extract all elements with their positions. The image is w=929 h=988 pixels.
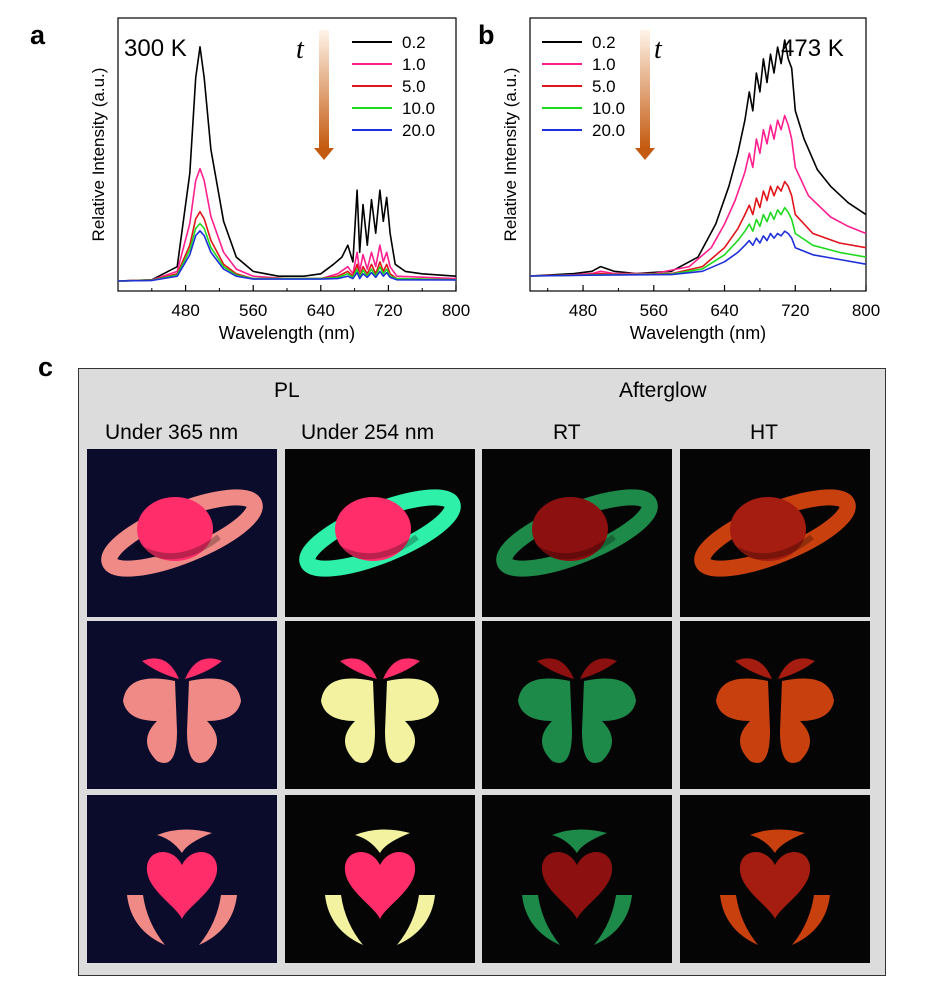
legend-label: 0.2: [592, 33, 616, 52]
legend-label: 1.0: [592, 55, 616, 74]
legend-label: 5.0: [592, 77, 616, 96]
x-tick-label: 800: [852, 301, 880, 320]
x-tick-label: 800: [442, 301, 470, 320]
photo-heart-rt: [482, 795, 672, 963]
x-tick-label: 480: [569, 301, 597, 320]
series-line-20.0: [117, 230, 457, 282]
column-header-ht: HT: [750, 421, 778, 444]
photo-planet-rt: [482, 449, 672, 617]
series-line-5.0: [529, 180, 867, 277]
series-line-10.0: [529, 206, 867, 277]
temperature-annotation: 473 K: [781, 35, 844, 62]
x-tick-label: 480: [171, 301, 199, 320]
x-tick-label: 640: [307, 301, 335, 320]
x-axis-label: Wavelength (nm): [630, 323, 766, 343]
group-header-afterglow: Afterglow: [619, 379, 707, 402]
panel-label-c: c: [38, 352, 54, 382]
group-header-pl: PL: [274, 379, 300, 402]
series-line-0.2: [117, 46, 457, 282]
y-axis-label: Relative Intensity (a.u.): [501, 68, 520, 242]
series-line-0.2: [529, 39, 867, 277]
legend-label: 5.0: [402, 77, 426, 96]
panel-label-a: a: [30, 20, 46, 50]
legend-label: 20.0: [592, 121, 625, 140]
photo-butterfly-rt: [482, 621, 672, 789]
photo-heart-under-254-nm: [285, 795, 475, 963]
chart-b: 480 560 640 720 800 Wavelength (nm) Relative I…: [501, 17, 880, 343]
series-line-20.0: [529, 230, 867, 277]
time-arrow-head: [314, 148, 334, 160]
time-arrow-head: [635, 148, 655, 160]
y-axis-label: Relative Intensity (a.u.): [89, 68, 108, 242]
series-line-5.0: [117, 210, 457, 282]
legend-label: 10.0: [592, 99, 625, 118]
photo-planet-ht: [680, 449, 870, 617]
chart-a: 480 560 640 720 800 Wavelength (nm) Relative I…: [89, 17, 470, 343]
column-header-rt: RT: [553, 421, 581, 444]
time-annotation: t: [654, 34, 663, 65]
time-arrow-shaft: [319, 30, 329, 148]
temperature-annotation: 300 K: [124, 35, 187, 62]
series-line-10.0: [117, 222, 457, 282]
series-line-1.0: [529, 114, 867, 277]
photo-heart-ht: [680, 795, 870, 963]
column-header-365: Under 365 nm: [105, 421, 239, 444]
plot-frame: [529, 17, 867, 292]
x-tick-label: 720: [781, 301, 809, 320]
photo-heart-under-365-nm: [87, 795, 277, 963]
panel-c-frame: PL Afterglow Under 365 nm Under 254 nm R…: [78, 368, 886, 976]
photo-planet-under-254-nm: [285, 449, 475, 617]
legend-label: 1.0: [402, 55, 426, 74]
legend-label: 0.2: [402, 33, 426, 52]
series-line-1.0: [117, 167, 457, 282]
x-tick-label: 640: [710, 301, 738, 320]
legend-label: 10.0: [402, 99, 435, 118]
time-annotation: t: [296, 34, 305, 65]
spectra-charts: 480 560 640 720 800 Wavelength (nm) Relative I…: [89, 17, 880, 343]
x-tick-label: 560: [640, 301, 668, 320]
photo-butterfly-ht: [680, 621, 870, 789]
x-tick-label: 720: [374, 301, 402, 320]
column-header-254: Under 254 nm: [301, 421, 435, 444]
panel-label-b: b: [478, 20, 495, 50]
photo-butterfly-under-365-nm: [87, 621, 277, 789]
time-arrow-shaft: [640, 30, 650, 148]
photo-butterfly-under-254-nm: [285, 621, 475, 789]
x-axis-label: Wavelength (nm): [219, 323, 355, 343]
photo-planet-under-365-nm: [87, 449, 277, 617]
legend-label: 20.0: [402, 121, 435, 140]
x-tick-label: 560: [239, 301, 267, 320]
